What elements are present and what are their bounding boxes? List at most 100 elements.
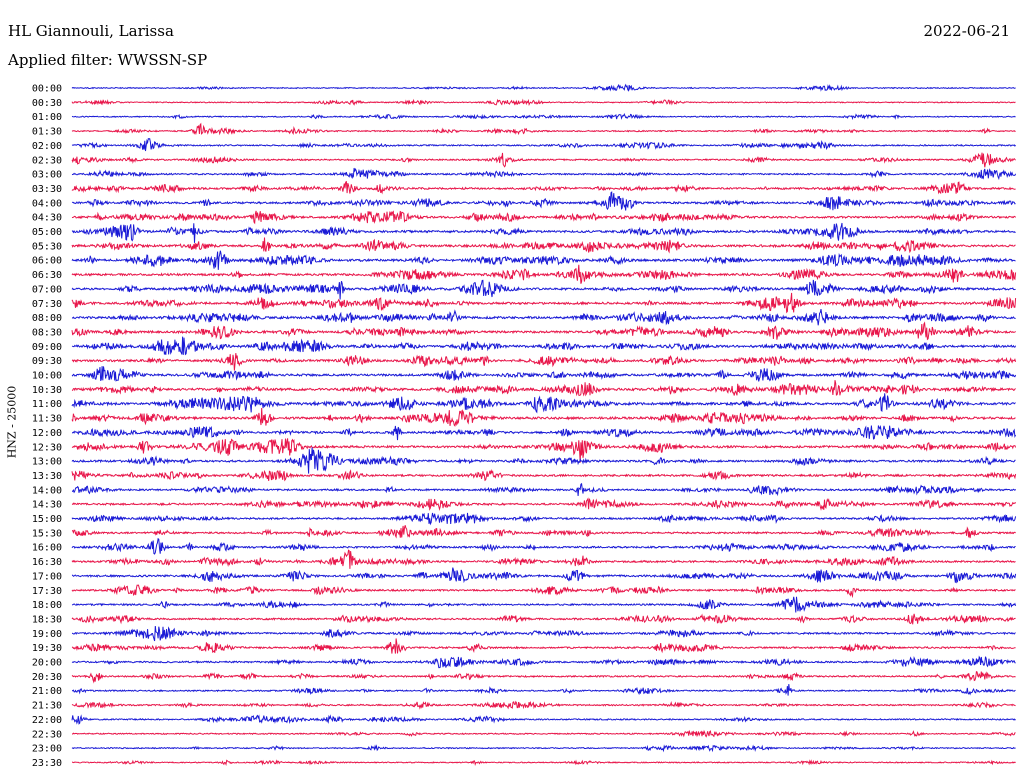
row-time-label: 22:30 xyxy=(32,729,62,740)
trace-line-1400 xyxy=(71,482,1016,497)
trace-line-1600 xyxy=(71,537,1016,555)
trace-line-1500 xyxy=(71,512,1017,526)
row-time-label: 00:30 xyxy=(32,98,62,109)
row-time-label: 08:00 xyxy=(32,313,62,324)
row-time-label: 19:30 xyxy=(32,643,62,654)
row-time-label: 13:30 xyxy=(32,471,62,482)
trace-line-2330 xyxy=(71,759,1016,767)
trace-line-0100 xyxy=(71,112,1016,121)
trace-line-0900 xyxy=(71,336,1017,356)
trace-line-0500 xyxy=(71,222,1016,243)
trace-line-1330 xyxy=(71,469,1017,482)
trace-line-1530 xyxy=(71,525,1016,539)
row-time-label: 07:30 xyxy=(32,299,62,310)
row-time-label: 08:30 xyxy=(32,327,62,338)
trace-line-1800 xyxy=(71,596,1017,613)
trace-line-0230 xyxy=(71,152,1016,168)
row-time-label: 04:00 xyxy=(32,198,62,209)
trace-line-1930 xyxy=(71,638,1016,654)
row-time-label: 23:00 xyxy=(32,744,62,755)
trace-line-1830 xyxy=(71,613,1016,625)
row-time-label: 06:30 xyxy=(32,270,62,281)
trace-line-2230 xyxy=(72,729,1016,738)
row-time-label: 11:30 xyxy=(32,414,62,425)
trace-line-0200 xyxy=(71,137,1016,152)
row-time-label: 07:00 xyxy=(32,284,62,295)
row-time-label: 12:00 xyxy=(32,428,62,439)
trace-line-1030 xyxy=(71,380,1016,397)
row-time-label: 17:00 xyxy=(32,571,62,582)
row-time-label: 16:00 xyxy=(32,543,62,554)
row-time-label: 19:00 xyxy=(32,629,62,640)
row-time-label: 21:30 xyxy=(32,701,62,712)
date-label: 2022-06-21 xyxy=(923,22,1010,40)
row-time-label: 15:30 xyxy=(32,528,62,539)
trace-line-2300 xyxy=(71,744,1016,753)
row-time-label: 01:30 xyxy=(32,127,62,138)
row-time-label: 14:30 xyxy=(32,500,62,511)
trace-line-0730 xyxy=(71,292,1017,314)
row-time-label: 02:00 xyxy=(32,141,62,152)
row-time-label: 10:00 xyxy=(32,371,62,382)
trace-line-1000 xyxy=(71,366,1017,382)
trace-line-0030 xyxy=(71,98,1016,107)
trace-line-0330 xyxy=(71,180,1016,195)
row-time-label: 14:00 xyxy=(32,485,62,496)
row-time-label: 23:30 xyxy=(32,758,62,769)
trace-line-0930 xyxy=(71,353,1017,371)
row-time-label: 02:30 xyxy=(32,155,62,166)
row-time-label: 21:00 xyxy=(32,686,62,697)
row-time-label: 20:00 xyxy=(32,658,62,669)
trace-line-2200 xyxy=(71,714,1016,725)
row-time-label: 16:30 xyxy=(32,557,62,568)
trace-line-0700 xyxy=(71,279,1016,300)
trace-line-1700 xyxy=(71,567,1017,584)
row-time-label: 22:00 xyxy=(32,715,62,726)
row-time-label: 05:30 xyxy=(32,241,62,252)
trace-line-2100 xyxy=(72,684,1016,696)
trace-line-0130 xyxy=(71,122,1016,136)
row-time-label: 03:00 xyxy=(32,170,62,181)
trace-line-2030 xyxy=(71,670,1016,684)
trace-line-2000 xyxy=(71,655,1016,669)
row-time-label: 01:00 xyxy=(32,112,62,123)
row-time-label: 09:00 xyxy=(32,342,62,353)
row-time-label: 00:00 xyxy=(32,84,62,95)
row-time-label: 09:30 xyxy=(32,356,62,367)
row-time-label: 13:00 xyxy=(32,457,62,468)
trace-line-1630 xyxy=(71,549,1016,569)
trace-line-1100 xyxy=(71,393,1016,414)
filter-label: Applied filter: WWSSN-SP xyxy=(8,51,208,69)
trace-line-1730 xyxy=(71,584,1016,599)
row-time-label: 20:30 xyxy=(32,672,62,683)
row-time-label: 15:00 xyxy=(32,514,62,525)
trace-line-0800 xyxy=(71,308,1016,326)
trace-line-0000 xyxy=(71,83,1016,92)
trace-line-0630 xyxy=(71,264,1017,284)
row-time-label: 11:00 xyxy=(32,399,62,410)
trace-line-1200 xyxy=(71,424,1017,441)
row-time-label: 12:30 xyxy=(32,442,62,453)
trace-line-0600 xyxy=(71,250,1016,270)
row-time-label: 06:00 xyxy=(32,256,62,267)
trace-line-1300 xyxy=(71,447,1016,474)
row-time-label: 05:00 xyxy=(32,227,62,238)
trace-line-0430 xyxy=(71,210,1016,225)
trace-line-0530 xyxy=(71,237,1016,254)
trace-line-1230 xyxy=(71,438,1017,463)
row-time-label: 18:00 xyxy=(32,600,62,611)
trace-line-1430 xyxy=(71,497,1017,512)
trace-line-0300 xyxy=(71,167,1017,181)
trace-line-1900 xyxy=(71,625,1016,642)
trace-line-0830 xyxy=(71,321,1016,341)
row-time-label: 17:30 xyxy=(32,586,62,597)
trace-line-1130 xyxy=(71,407,1016,427)
row-time-label: 04:30 xyxy=(32,213,62,224)
trace-line-0400 xyxy=(71,191,1016,211)
row-time-label: 03:30 xyxy=(32,184,62,195)
row-time-label: 18:30 xyxy=(32,614,62,625)
trace-line-2130 xyxy=(71,700,1016,710)
row-time-label: 10:30 xyxy=(32,385,62,396)
station-title: HL Giannouli, Larissa xyxy=(8,22,174,40)
